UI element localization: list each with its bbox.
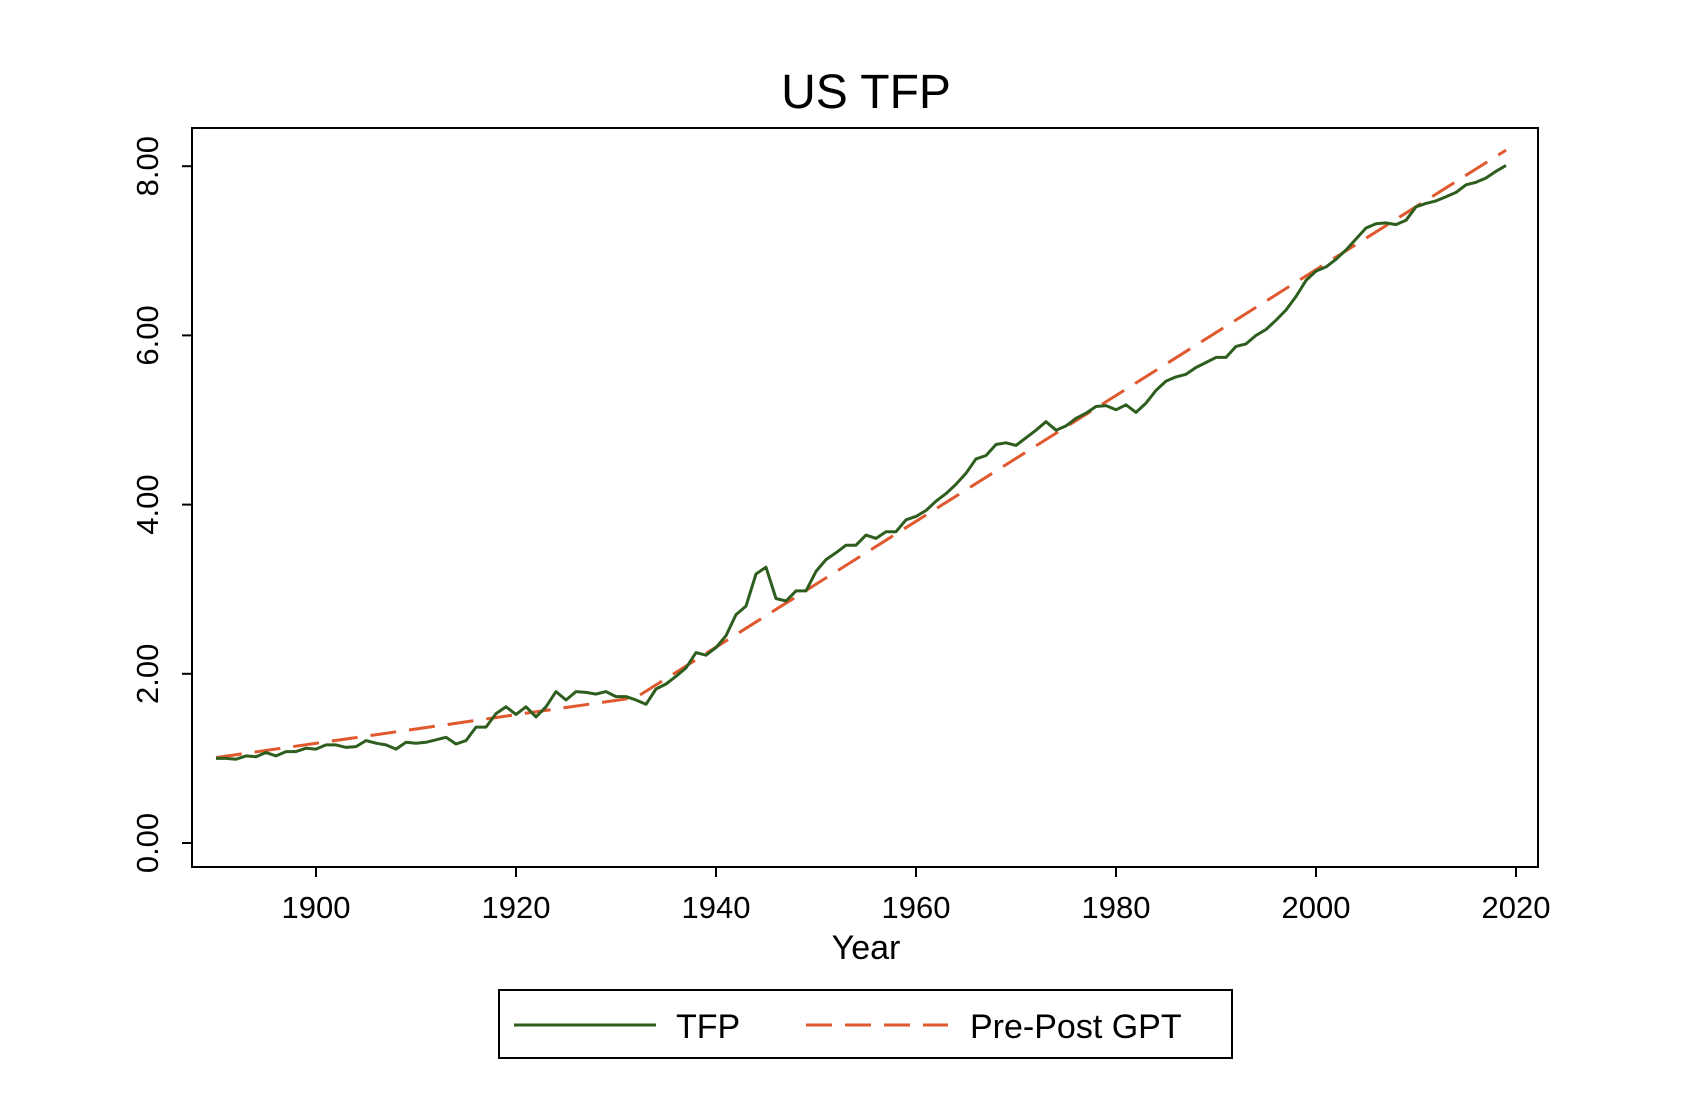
x-tick-label: 1940 [682,890,751,925]
y-axis: 0.00 2.00 4.00 6.00 8.00 [130,136,192,873]
x-axis: 1900 1920 1940 1960 1980 2000 2020 [282,867,1551,925]
chart-title: US TFP [781,66,951,119]
legend-label-pre-post-gpt: Pre-Post GPT [970,1008,1182,1046]
y-tick-label: 8.00 [130,136,165,196]
y-tick-label: 6.00 [130,305,165,365]
x-tick-label: 2000 [1282,890,1351,925]
x-tick-label: 1980 [1082,890,1151,925]
legend-label-tfp: TFP [676,1008,740,1046]
y-tick-label: 0.00 [130,813,165,873]
legend: TFP Pre-Post GPT [498,989,1233,1059]
plot-series [215,148,1507,761]
x-tick-label: 1960 [882,890,951,925]
x-tick-label: 1920 [482,890,551,925]
series-line-pre-post-gpt [215,148,1507,760]
x-tick-label: 2020 [1482,890,1551,925]
y-tick-label: 4.00 [130,474,165,534]
y-tick-label: 2.00 [130,644,165,704]
series-line-tfp [216,164,1507,761]
plot-frame [191,127,1539,868]
x-tick-label: 1900 [282,890,351,925]
x-axis-title: Year [832,929,901,967]
